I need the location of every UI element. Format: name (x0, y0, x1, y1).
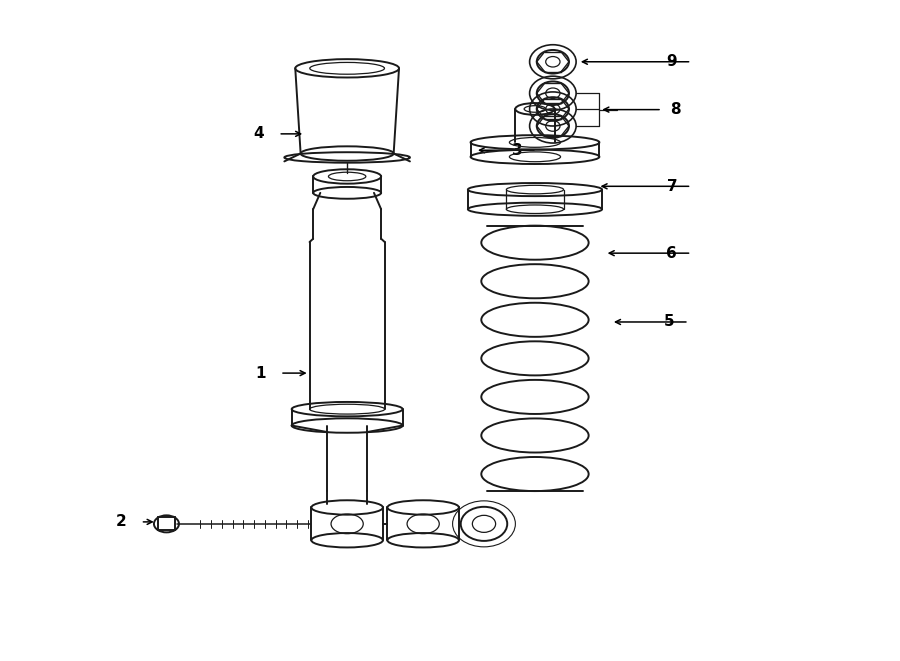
Text: 4: 4 (253, 126, 264, 141)
Text: 3: 3 (512, 143, 522, 158)
Text: 9: 9 (667, 54, 677, 69)
Text: 1: 1 (255, 366, 266, 381)
Text: 8: 8 (670, 102, 680, 117)
Text: 7: 7 (667, 179, 677, 194)
Text: 2: 2 (115, 514, 126, 529)
Text: 5: 5 (664, 315, 674, 329)
Text: 6: 6 (666, 246, 677, 260)
